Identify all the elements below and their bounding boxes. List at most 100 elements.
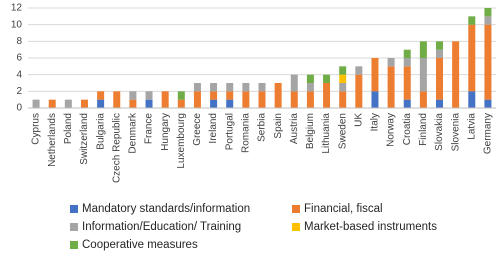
bar-segment [226, 99, 234, 108]
bar-segment [80, 99, 88, 108]
bar-segment [436, 58, 444, 100]
bar-segment [274, 83, 282, 108]
bar-segment [355, 74, 363, 108]
bar-segment [177, 99, 185, 108]
legend-swatch [70, 205, 78, 213]
bar-segment [484, 16, 492, 25]
bar-segment [145, 91, 153, 100]
bar-segment [97, 99, 105, 108]
bar-segment [371, 91, 379, 108]
bar-segment [387, 66, 395, 108]
bar-segment [419, 58, 427, 92]
bar-segment [403, 49, 411, 58]
y-tick-label: 2 [16, 86, 22, 97]
x-tick-label: Bulgaria [95, 113, 106, 150]
x-tick-label: Lithuania [321, 113, 332, 154]
bar-segment [436, 49, 444, 58]
bar-segment [226, 83, 234, 92]
x-tick-label: Finland [418, 113, 429, 146]
bar-segment [468, 91, 476, 108]
bar-segment [64, 99, 72, 108]
x-tick-label: Poland [63, 113, 74, 144]
legend-swatch [292, 223, 300, 231]
x-tick-label: Netherlands [47, 113, 58, 167]
bar-segment [436, 99, 444, 108]
bar-segment [355, 66, 363, 75]
bar-segment [323, 83, 331, 108]
bar-segment [339, 74, 347, 83]
x-tick-label: Germany [483, 113, 494, 154]
y-tick-label: 10 [11, 19, 23, 30]
bar-segment [306, 91, 314, 108]
bar-segment [306, 74, 314, 83]
x-tick-label: Slovenia [450, 113, 461, 152]
bar-segment [323, 74, 331, 83]
bar-segment [258, 91, 266, 108]
x-tick-label: Austria [289, 113, 300, 145]
bar-segment [290, 91, 298, 108]
y-tick-label: 12 [11, 3, 23, 14]
bar-segment [484, 24, 492, 100]
bar-segment [161, 91, 169, 108]
bar-segment [145, 99, 153, 108]
x-tick-label: Croatia [402, 113, 413, 146]
legend-swatch [70, 223, 78, 231]
bar-segment [452, 41, 460, 109]
bar-segment [32, 99, 40, 108]
x-tick-label: Czech Republic [111, 113, 122, 183]
x-tick-label: Spain [273, 113, 284, 139]
bar-segment [290, 74, 298, 92]
x-tick-label: Denmark [128, 112, 139, 154]
bar-segment [258, 83, 266, 92]
legend-label: Financial, fiscal [304, 203, 383, 215]
x-tick-label: France [144, 113, 155, 145]
x-tick-label: Switzerland [79, 113, 90, 165]
x-tick-label: Greece [192, 113, 203, 146]
bar-segment [210, 83, 218, 92]
x-tick-label: Luxembourg [176, 113, 187, 169]
bar-segment [97, 91, 105, 100]
bar-segment [226, 91, 234, 100]
bar-segment [419, 91, 427, 108]
bar-segment [387, 58, 395, 67]
x-tick-label: Slovakia [434, 113, 445, 151]
bar-segment [113, 91, 121, 108]
bar-segment [371, 58, 379, 92]
x-tick-label: Belgium [305, 113, 316, 149]
x-tick-label: Norway [386, 113, 397, 147]
bar-segment [193, 91, 201, 108]
bar-segment [48, 99, 56, 108]
y-tick-label: 4 [16, 69, 22, 80]
x-tick-label: Ireland [208, 113, 219, 144]
bar-segment [403, 99, 411, 108]
bar-segment [484, 99, 492, 108]
legend-label: Mandatory standards/information [82, 203, 250, 215]
x-tick-label: Portugal [224, 113, 235, 150]
x-tick-label: Latvia [466, 113, 477, 140]
legend-label: Cooperative measures [82, 239, 198, 251]
bar-segment [210, 91, 218, 100]
x-tick-label: Serbia [257, 113, 268, 142]
y-tick-label: 0 [16, 103, 22, 114]
legend-swatch [70, 241, 78, 249]
x-tick-label: UK [353, 113, 364, 127]
bar-segment [306, 83, 314, 92]
bar-segment [210, 99, 218, 108]
bar-segment [193, 83, 201, 92]
bar-segment [339, 66, 347, 75]
bar-segment [436, 41, 444, 50]
legend-swatch [292, 205, 300, 213]
bar-segment [177, 91, 185, 100]
bar-segment [242, 91, 250, 108]
bar-segment [129, 99, 137, 108]
bar-segment [242, 83, 250, 92]
bar-segment [339, 91, 347, 108]
legend-label: Information/Education/ Training [82, 221, 241, 233]
bar-segment [339, 83, 347, 92]
bar-segment [403, 58, 411, 67]
x-tick-label: Sweden [337, 113, 348, 149]
y-tick-label: 6 [16, 53, 22, 64]
x-tick-label: Hungary [160, 113, 171, 151]
bar-segment [468, 16, 476, 25]
